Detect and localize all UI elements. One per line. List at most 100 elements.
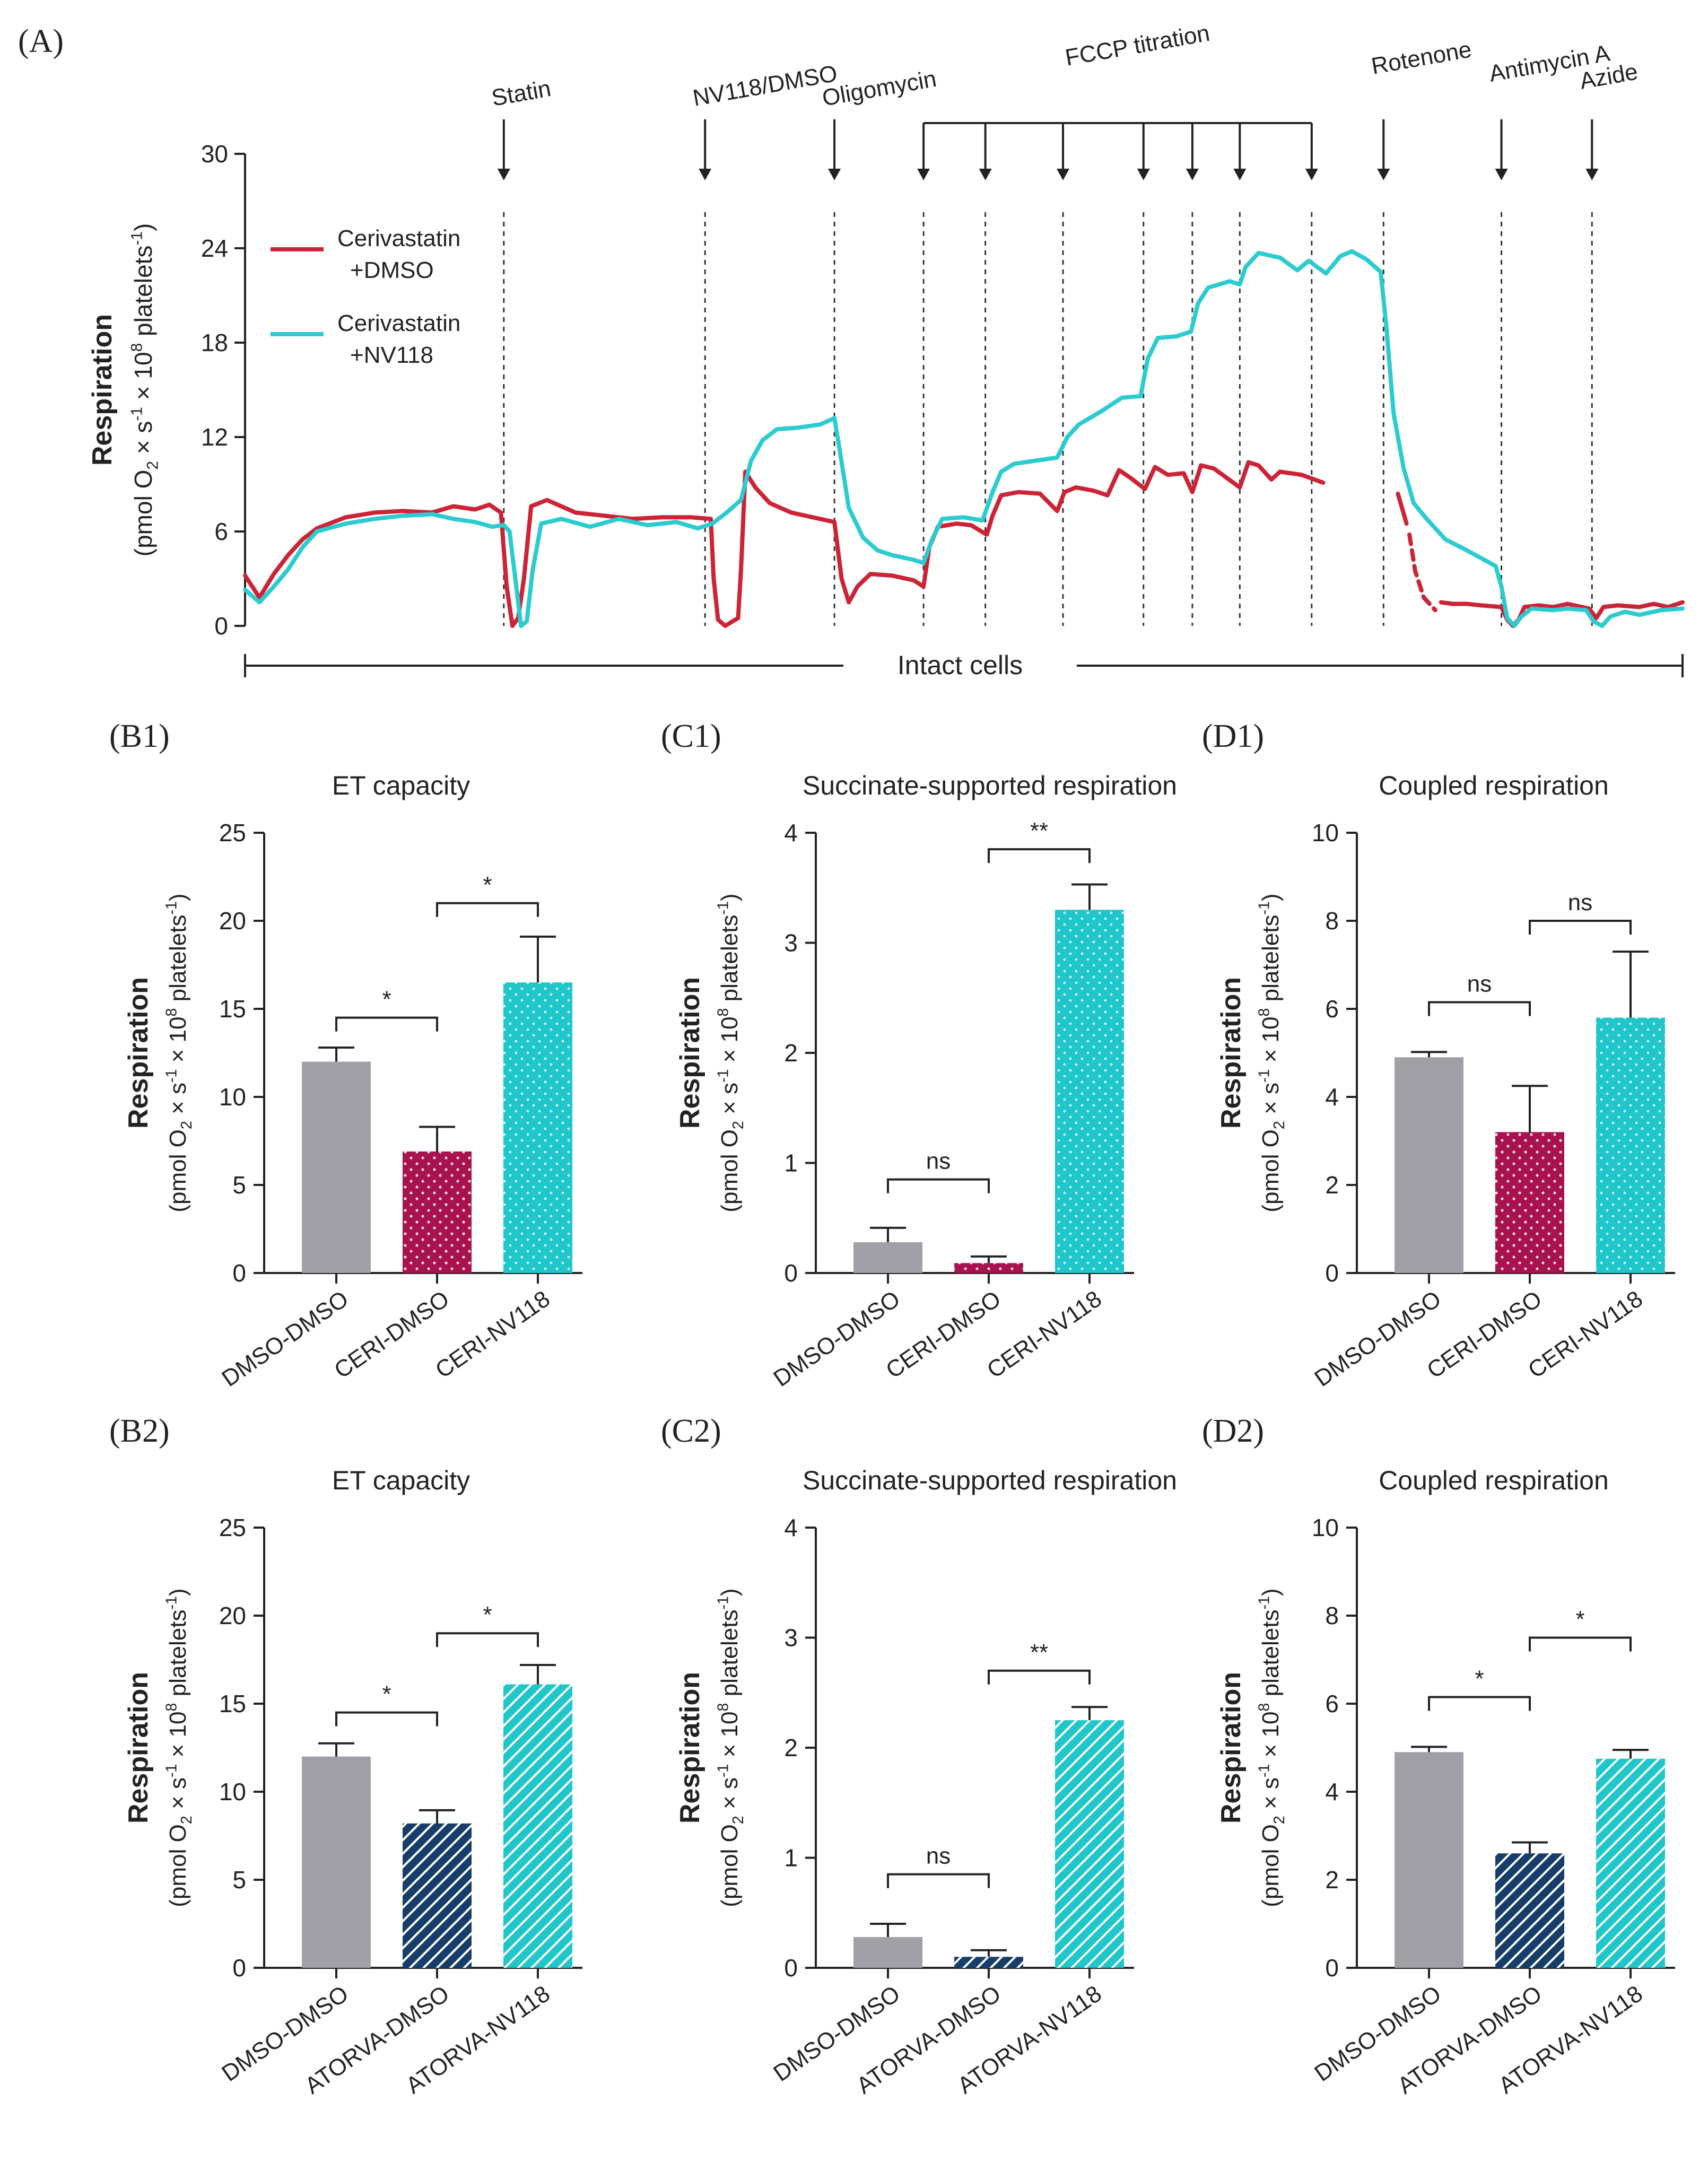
y-tick-label: 3 (784, 1624, 798, 1652)
y-tick-label: 10 (1312, 819, 1339, 847)
significance-label: ** (1030, 818, 1048, 844)
panel-label-d1: (D1) (1202, 718, 1264, 754)
y-tick-label: 10 (1312, 1514, 1339, 1541)
panel-label-b2: (B2) (109, 1413, 170, 1449)
significance-label: ns (926, 1148, 951, 1174)
event-arrowhead (1585, 169, 1599, 180)
y-tick-label: 10 (219, 1083, 246, 1111)
bar-ceri-dmso (403, 1151, 472, 1273)
fccp-label: FCCP titration (1064, 20, 1212, 71)
y-tick-label: 1 (784, 1844, 798, 1872)
significance-bracket (335, 1711, 438, 1726)
panel-a: (A) 0 6 12 18 24 30 Respiration (pmol O2​ × s-1​… (18, 20, 1685, 680)
series-line-ceri-dmso (1407, 532, 1437, 613)
panel-title-d2: Coupled respiration (1379, 1466, 1609, 1495)
series-line-ceri-dmso (1439, 600, 1685, 628)
bar-ceri-nv118 (1596, 1017, 1665, 1273)
y-axis-title: Respiration (1216, 977, 1247, 1129)
bar-atorva-nv118 (1596, 1758, 1665, 1968)
y-axis-title: Respiration (123, 1672, 154, 1824)
y-tick-label: 15 (219, 995, 246, 1023)
x-tick-label: DMSO-DMSO (769, 1286, 904, 1392)
significance-bracket (335, 1016, 438, 1032)
bar-atorva-nv118 (1055, 1720, 1124, 1968)
panel-b2: (B2) ET capacity 0 5 10 15 20 25 Respiration (pmo… (109, 1413, 582, 2099)
panel-title-b1: ET capacity (332, 771, 470, 800)
series-line-ceri-nv118 (243, 249, 1685, 628)
y-tick-label-a: 0 (214, 612, 228, 640)
legend-label-line1: Cerivastatin (337, 225, 460, 251)
event-arrowhead (1377, 169, 1390, 180)
panel-title-c2: Succinate-supported respiration (803, 1466, 1177, 1495)
panel-d1: (D1) Coupled respiration 0 2 4 6 8 10 Respiratio… (1202, 718, 1675, 1392)
y-tick-label: 2 (1325, 1866, 1339, 1894)
panel-label-a: (A) (18, 23, 64, 59)
y-axis-title: Respiration (1216, 1672, 1247, 1824)
panel-label-b1: (B1) (109, 718, 170, 754)
bar-dmso-dmso (1395, 1057, 1463, 1273)
y-tick-label: 25 (219, 819, 246, 847)
y-tick-label: 8 (1325, 907, 1339, 935)
significance-label: * (382, 987, 391, 1013)
x-tick-label: DMSO-DMSO (217, 1286, 353, 1392)
significance-bracket (1428, 1696, 1531, 1711)
significance-bracket (436, 1632, 539, 1647)
y-tick-label: 4 (784, 819, 798, 847)
significance-bracket (1529, 920, 1632, 935)
y-tick-label: 0 (232, 1259, 246, 1287)
significance-bracket (1529, 1636, 1632, 1652)
y-tick-label: 4 (1325, 1083, 1339, 1111)
event-label: NV118/DMSO (691, 60, 839, 111)
panel-title-d1: Coupled respiration (1379, 771, 1609, 800)
y-tick-label: 20 (219, 907, 246, 935)
bar-dmso-dmso (853, 1937, 922, 1968)
y-axis-title-a: Respiration (87, 314, 118, 466)
significance-label: ns (1467, 971, 1492, 997)
y-tick-label: 0 (232, 1954, 246, 1982)
panel-title-b2: ET capacity (332, 1466, 470, 1495)
bar-dmso-dmso (853, 1242, 922, 1273)
y-axis-unit: (pmol O2​ × s-1​ × 108​ platelets-1​) (1256, 893, 1288, 1212)
y-axis-unit-a: (pmol O2​ × s-1​ × 108​ platelets-1​) (128, 223, 162, 556)
panel-d2: (D2) Coupled respiration 0 2 4 6 8 10 Respiratio… (1202, 1413, 1675, 2099)
significance-label: * (483, 872, 492, 898)
event-arrowhead (1137, 169, 1150, 180)
panel-c1: (C1) Succinate-supported respiration 0 1 2 3 4… (661, 718, 1177, 1392)
significance-bracket (887, 1178, 990, 1193)
bar-ceri-nv118 (1055, 910, 1124, 1273)
event-arrowhead (979, 169, 992, 180)
series-line-ceri-dmso (243, 460, 1326, 628)
bar-dmso-dmso (302, 1756, 371, 1968)
bar-dmso-dmso (302, 1061, 371, 1273)
event-arrowhead (1056, 169, 1069, 180)
significance-label: * (382, 1681, 391, 1707)
significance-bracket (988, 848, 1091, 864)
bar-atorva-dmso (1495, 1853, 1564, 1968)
panel-title-c1: Succinate-supported respiration (803, 771, 1177, 800)
event-arrowhead (1305, 169, 1318, 180)
y-tick-label: 15 (219, 1690, 246, 1717)
significance-label: * (483, 1602, 492, 1628)
y-tick-label-a: 30 (201, 140, 228, 168)
legend-label-line2: +DMSO (350, 257, 434, 283)
panel-b1: (B1) ET capacity 0 5 10 15 20 25 Respiration (pmo… (109, 718, 582, 1392)
y-tick-label: 2 (1325, 1171, 1339, 1199)
y-axis-title: Respiration (675, 1672, 705, 1824)
y-tick-label: 1 (784, 1149, 798, 1177)
significance-label: * (1575, 1607, 1584, 1633)
y-tick-label: 2 (784, 1039, 798, 1067)
y-tick-label: 0 (784, 1954, 798, 1982)
significance-bracket (988, 1669, 1091, 1685)
legend-label-line2: +NV118 (350, 342, 433, 368)
y-tick-label: 20 (219, 1602, 246, 1629)
y-axis-unit: (pmol O2​ × s-1​ × 108​ platelets-1​) (163, 1588, 195, 1907)
panel-label-c2: (C2) (661, 1413, 721, 1449)
y-tick-label: 25 (219, 1514, 246, 1541)
bar-ceri-nv118 (503, 982, 572, 1273)
y-axis-unit: (pmol O2​ × s-1​ × 108​ platelets-1​) (1256, 1588, 1288, 1907)
event-arrowhead (917, 169, 930, 180)
y-tick-label: 3 (784, 929, 798, 957)
event-label: Oligomycin (820, 66, 938, 111)
x-tick-label: CERI-NV118 (431, 1286, 555, 1383)
